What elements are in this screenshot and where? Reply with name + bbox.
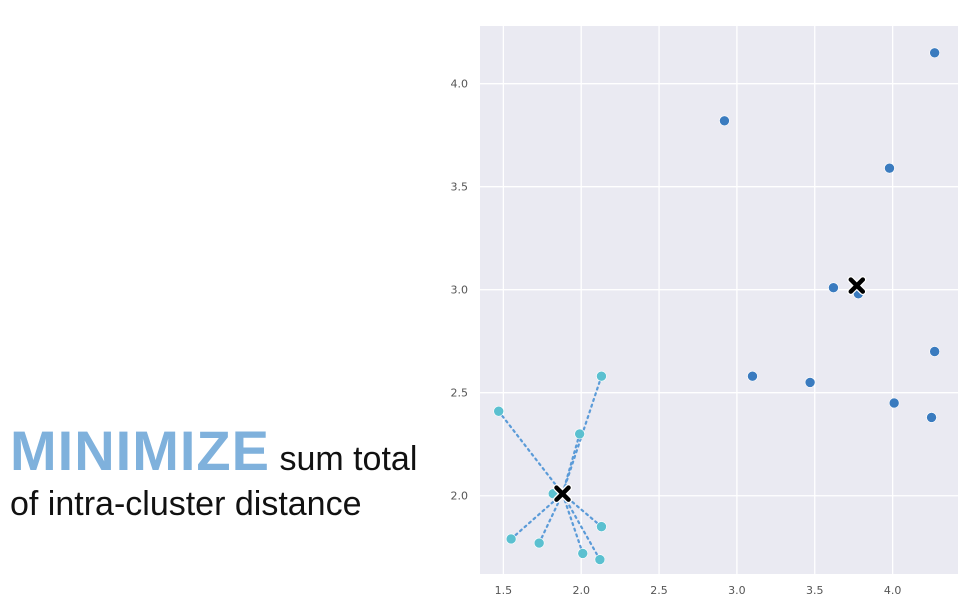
caption-line-1: MINIMIZE sum total <box>10 420 460 490</box>
data-point <box>747 370 758 382</box>
distance-line <box>561 492 601 561</box>
y-tick-label: 3.0 <box>451 284 469 297</box>
centroid-marker <box>848 277 866 294</box>
data-point <box>493 405 504 417</box>
data-point <box>828 282 839 293</box>
data-point <box>533 537 545 549</box>
x-tick-label: 3.5 <box>806 584 824 597</box>
data-point <box>577 548 589 559</box>
y-tick-label: 2.5 <box>451 387 469 400</box>
data-point <box>574 428 585 440</box>
data-point <box>884 162 895 174</box>
data-point <box>926 412 937 423</box>
caption: MINIMIZE sum total of intra-cluster dist… <box>10 420 460 524</box>
distance-line <box>561 432 581 495</box>
data-point <box>505 533 517 545</box>
data-point <box>594 554 606 565</box>
data-point <box>596 370 607 382</box>
data-point <box>929 346 940 357</box>
caption-line-2: of intra-cluster distance <box>10 485 362 523</box>
x-tick-label: 1.5 <box>495 584 513 597</box>
centroid-marker <box>554 485 571 502</box>
data-point <box>888 397 900 409</box>
data-point <box>804 377 816 388</box>
distance-line <box>561 492 584 555</box>
data-point <box>719 115 730 127</box>
caption-emphasis: MINIMIZE <box>10 419 270 482</box>
x-tick-label: 2.5 <box>650 584 668 597</box>
y-tick-label: 2.0 <box>451 490 469 503</box>
data-point <box>929 47 940 59</box>
plot-background <box>480 26 958 574</box>
y-tick-label: 3.5 <box>451 181 469 194</box>
data-point <box>596 521 607 532</box>
x-tick-label: 4.0 <box>884 584 902 597</box>
distance-line <box>497 410 564 495</box>
caption-line-1-rest: sum total <box>279 440 418 478</box>
x-tick-label: 2.0 <box>572 584 590 597</box>
x-tick-label: 3.0 <box>728 584 746 597</box>
y-tick-label: 4.0 <box>451 78 469 91</box>
